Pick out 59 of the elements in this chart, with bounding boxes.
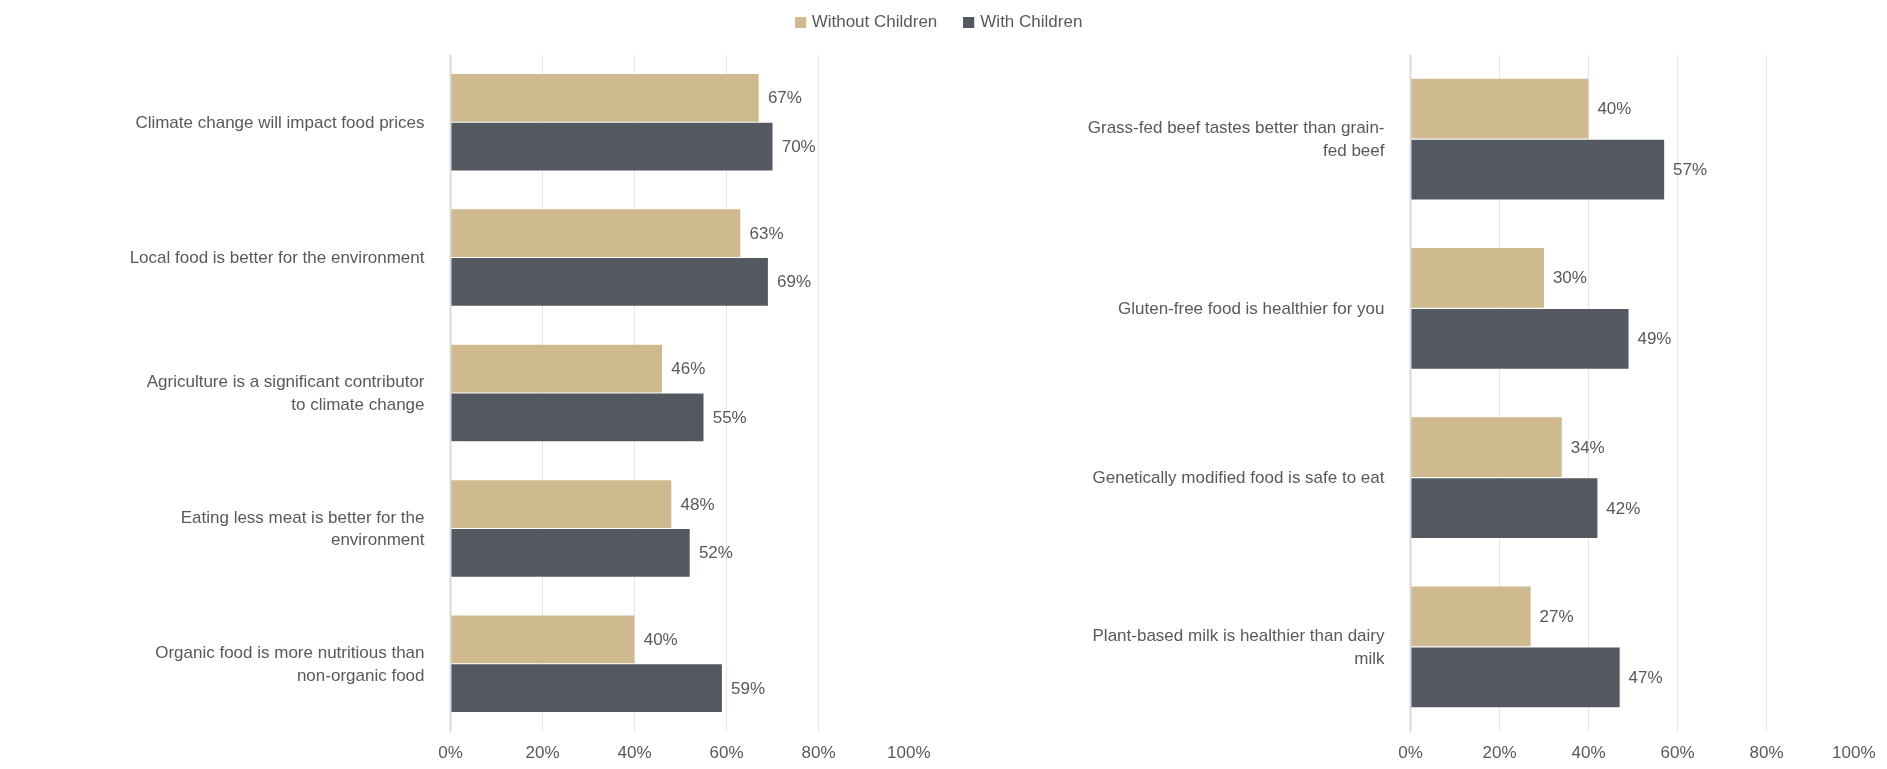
x-tick-label: 60% <box>1660 742 1695 762</box>
legend-label: With Children <box>980 12 1083 32</box>
data-label: 49% <box>1637 329 1672 349</box>
bar <box>450 258 768 306</box>
y-tick-label: Gluten-free food is healthier for you <box>1118 298 1385 318</box>
x-tick-label: 20% <box>1482 742 1517 762</box>
bar <box>1410 478 1598 538</box>
bar <box>450 73 759 122</box>
bar <box>1410 248 1544 308</box>
y-tick-label: Organic food is more nutritious than non-organic food <box>155 642 425 685</box>
x-tick-label: 80% <box>801 742 836 762</box>
data-label: 42% <box>1606 498 1641 518</box>
x-tick-label: 80% <box>1749 742 1784 762</box>
data-label: 59% <box>731 678 766 698</box>
x-tick-label: 0% <box>438 742 463 762</box>
bar <box>1410 78 1589 139</box>
data-label: 40% <box>1597 99 1632 119</box>
bar <box>450 615 635 664</box>
x-tick-label: 40% <box>1571 742 1606 762</box>
y-tick-label: Genetically modified food is safe to eat <box>1092 468 1385 488</box>
x-tick-label: 0% <box>1398 742 1423 762</box>
data-label: 70% <box>781 137 816 157</box>
bar <box>1410 139 1665 200</box>
y-tick-label: Grass-fed beef tastes better than grain-fed beef <box>1087 118 1385 161</box>
y-tick-label: Plant-based milk is healthier than dairy milk <box>1092 625 1385 668</box>
bar <box>1410 417 1562 478</box>
y-tick-label: Climate change will impact food prices <box>135 112 425 132</box>
data-label: 34% <box>1570 437 1605 457</box>
x-tick-label: 40% <box>617 742 652 762</box>
data-label: 40% <box>643 629 678 649</box>
y-tick-label: Local food is better for the environment <box>129 248 425 268</box>
data-label: 57% <box>1673 160 1708 180</box>
data-label: 52% <box>698 543 733 563</box>
bar <box>1410 308 1629 369</box>
bar <box>450 393 704 442</box>
bar <box>450 480 672 528</box>
bar <box>450 209 741 258</box>
bar <box>1410 647 1620 708</box>
bar <box>450 528 690 577</box>
x-tick-label: 20% <box>525 742 560 762</box>
data-label: 30% <box>1552 268 1587 288</box>
data-label: 47% <box>1628 667 1663 687</box>
x-tick-label: 100% <box>1832 742 1876 762</box>
x-tick-label: 100% <box>887 742 931 762</box>
data-label: 46% <box>671 359 706 379</box>
bar <box>1410 586 1531 647</box>
data-label: 55% <box>712 407 747 427</box>
data-label: 63% <box>749 223 784 243</box>
bar <box>450 122 773 171</box>
x-tick-label: 60% <box>709 742 744 762</box>
legend-label: Without Children <box>811 12 938 32</box>
bar <box>450 664 722 713</box>
y-tick-label: Agriculture is a significant contributor to climate change <box>146 372 425 414</box>
data-label: 67% <box>767 88 802 108</box>
data-label: 27% <box>1539 606 1574 626</box>
bar <box>450 344 663 393</box>
data-label: 69% <box>777 272 812 292</box>
y-tick-label: Eating less meat is better for the environment <box>180 507 425 550</box>
data-label: 48% <box>680 494 715 514</box>
